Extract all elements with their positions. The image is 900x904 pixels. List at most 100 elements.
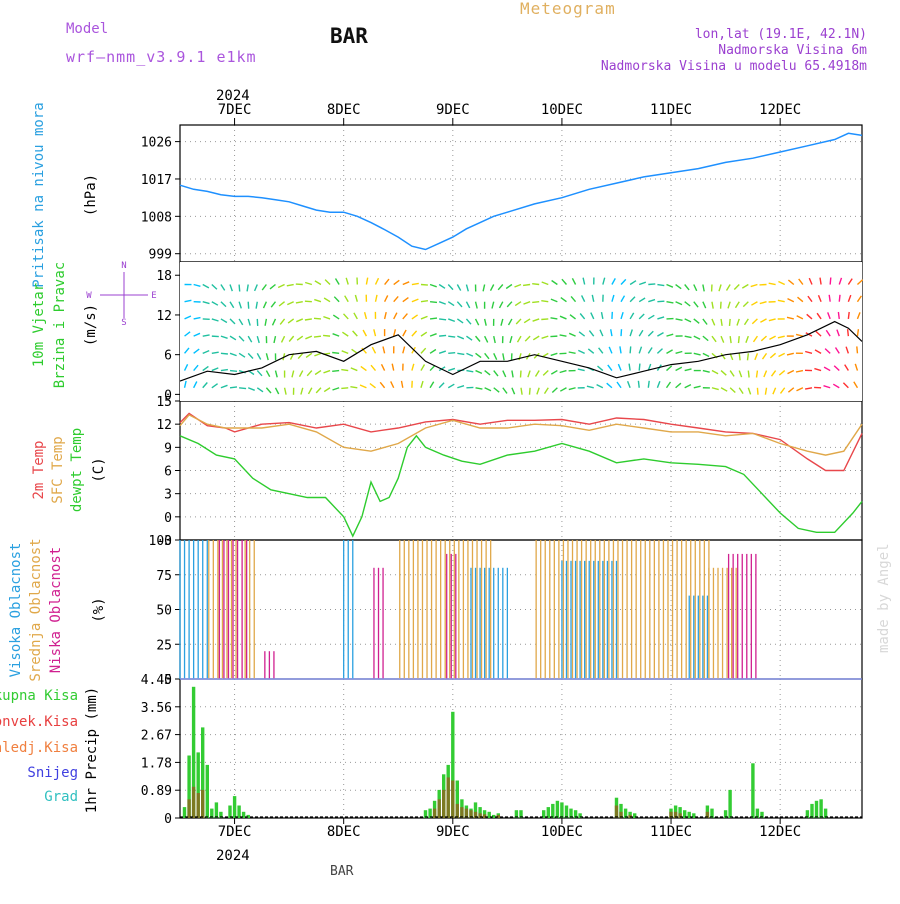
wind-barb bbox=[657, 301, 664, 302]
precip-bar-total bbox=[728, 790, 731, 818]
wind-ylabel-1: 10m Vjetar bbox=[31, 283, 47, 367]
wind-barb bbox=[430, 302, 437, 303]
precip-legend-3: Snijeg bbox=[27, 765, 78, 781]
precip-bar-conv bbox=[456, 804, 459, 818]
day-label-bottom: 8DEC bbox=[327, 824, 361, 840]
wind-barb bbox=[532, 302, 539, 303]
wind-barb bbox=[521, 371, 522, 378]
y-tick-label: 0 bbox=[164, 812, 172, 827]
wind-barb bbox=[341, 370, 348, 371]
y-tick-label: 75 bbox=[156, 569, 172, 584]
temp-ylabel-sfc: SFC Temp bbox=[50, 436, 66, 503]
wind-barb bbox=[748, 371, 749, 378]
precip-legend-2: Zaledj.Kisa bbox=[0, 740, 78, 756]
day-label-top: 10DEC bbox=[541, 102, 583, 118]
wind-barb bbox=[829, 295, 830, 302]
model-name: wrf—nmm_v3.9.1 e1km bbox=[66, 48, 257, 66]
year-label-bottom: 2024 bbox=[216, 848, 250, 864]
panel-frame-precip bbox=[180, 679, 862, 818]
wind-unit: (m/s) bbox=[83, 304, 99, 346]
precip-bar-conv bbox=[187, 799, 190, 818]
wind-barb bbox=[532, 284, 539, 285]
temp-2m-line bbox=[180, 413, 862, 470]
wind-barb bbox=[221, 370, 228, 371]
precip-bar-total bbox=[206, 765, 209, 818]
wind-barb bbox=[430, 318, 437, 319]
wind-barb bbox=[439, 319, 446, 320]
y-tick-label: 50 bbox=[156, 604, 172, 619]
temp-ylabel-2m: 2m Temp bbox=[31, 440, 47, 499]
wind-barb bbox=[730, 336, 731, 343]
wind-barb bbox=[239, 388, 246, 389]
wind-barb bbox=[848, 329, 849, 336]
wind-barb bbox=[839, 295, 840, 302]
y-tick-label: 999 bbox=[149, 248, 172, 263]
panel-frame-pressure bbox=[180, 125, 862, 262]
precip-bar-conv bbox=[451, 781, 454, 819]
wind-barb bbox=[541, 319, 548, 320]
precip-bar-conv bbox=[442, 790, 445, 818]
precip-legend-1: Konvek.Kisa bbox=[0, 714, 78, 730]
wind-barb bbox=[757, 371, 758, 378]
wind-barb bbox=[448, 353, 455, 354]
wind-barb bbox=[530, 388, 531, 395]
y-tick-label: 1026 bbox=[141, 136, 172, 151]
y-tick-label: 2.67 bbox=[141, 729, 172, 744]
precip-bar-conv bbox=[192, 787, 195, 818]
wind-barb bbox=[332, 371, 339, 372]
y-tick-label: 12 bbox=[156, 309, 172, 324]
precip-bar-total bbox=[751, 763, 754, 818]
cloud-unit: (%) bbox=[91, 597, 107, 622]
day-label-top: 9DEC bbox=[436, 102, 470, 118]
cloud-ylabel-low: Niska Oblacnost bbox=[48, 547, 64, 673]
compass-w: W bbox=[86, 291, 92, 301]
precip-bar-conv bbox=[201, 790, 204, 818]
wind-barb bbox=[838, 312, 839, 319]
precip-bar-total bbox=[810, 804, 813, 818]
wind-barb bbox=[757, 388, 758, 395]
temp-ylabel-dewpt: dewpt Temp bbox=[69, 428, 85, 512]
wind-barb bbox=[739, 353, 740, 360]
wind-barb bbox=[314, 318, 321, 319]
wind-ylabel-2: Brzina i Pravac bbox=[52, 262, 68, 388]
y-tick-label: 6 bbox=[164, 349, 172, 364]
day-label-bottom: 12DEC bbox=[759, 824, 801, 840]
pressure-unit: (hPa) bbox=[83, 174, 99, 216]
wind-barb bbox=[648, 381, 649, 388]
wind-barb bbox=[221, 353, 228, 354]
precip-bar-conv bbox=[197, 793, 200, 818]
plot-area: 999100810171026061218-303691215025507510… bbox=[0, 88, 863, 864]
compass-s: S bbox=[121, 318, 126, 328]
y-tick-label: 0 bbox=[164, 511, 172, 526]
precip-bar-total bbox=[551, 804, 554, 818]
wind-barb bbox=[248, 302, 249, 309]
day-label-top: 11DEC bbox=[650, 102, 692, 118]
precip-bar-conv bbox=[447, 777, 450, 818]
wind-barb bbox=[857, 329, 858, 336]
temp-unit: (C) bbox=[91, 457, 107, 482]
cloud-ylabel-high: Visoka Oblacnost bbox=[8, 543, 24, 678]
y-tick-label: 25 bbox=[156, 638, 172, 653]
wind-barb bbox=[421, 285, 428, 286]
wind-barb bbox=[523, 285, 530, 286]
precip-legend-4: Grad bbox=[44, 789, 78, 805]
wind-barb bbox=[230, 371, 237, 372]
model-label: Model bbox=[66, 21, 108, 37]
day-label-top: 8DEC bbox=[327, 102, 361, 118]
y-tick-label: 4.45 bbox=[141, 673, 172, 688]
location-label: lon,lat (19.1E, 42.1N) bbox=[695, 27, 867, 42]
y-tick-label: 100 bbox=[149, 534, 172, 549]
day-label-bottom: 11DEC bbox=[650, 824, 692, 840]
precip-bar-total bbox=[560, 802, 563, 818]
wind-barb bbox=[830, 278, 831, 285]
y-tick-label: 6 bbox=[164, 465, 172, 480]
wind-barb bbox=[314, 336, 321, 337]
wind-barb bbox=[639, 364, 640, 371]
precip-bar-total bbox=[183, 807, 186, 818]
day-label-top: 7DEC bbox=[218, 102, 252, 118]
temp-dewpt-line bbox=[180, 436, 862, 536]
day-label-bottom: 7DEC bbox=[218, 824, 252, 840]
y-tick-label: 1008 bbox=[141, 210, 172, 225]
